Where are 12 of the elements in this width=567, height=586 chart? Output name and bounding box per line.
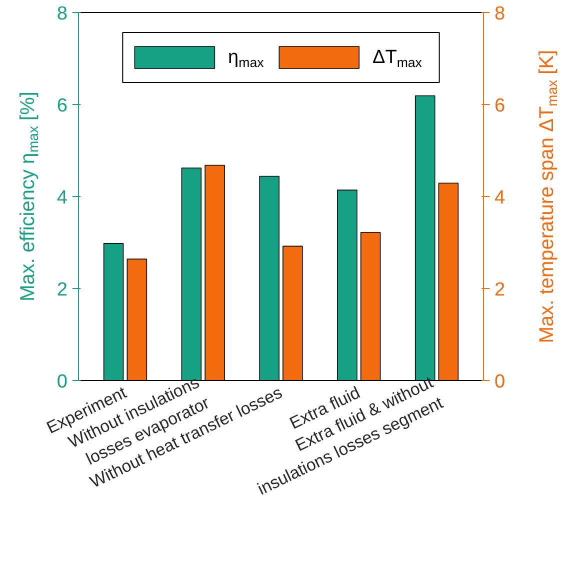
y-tick-label: 6 bbox=[56, 96, 68, 116]
y2-tick-label: 0 bbox=[494, 372, 506, 392]
y-tick-label: 0 bbox=[56, 372, 68, 392]
y-axis-title: Max. efficiency ηmax [%] bbox=[16, 92, 41, 302]
y-tick-label: 2 bbox=[56, 280, 68, 300]
y2-axis-title: Max. temperature span ΔTmax [K] bbox=[536, 50, 560, 344]
y-tick-label: 8 bbox=[56, 4, 68, 24]
y-tick-label: 4 bbox=[56, 188, 68, 208]
y2-tick-label: 2 bbox=[494, 280, 506, 300]
y2-tick-label: 8 bbox=[494, 4, 506, 24]
y2-tick-label: 4 bbox=[494, 188, 506, 208]
y2-tick-label: 6 bbox=[494, 96, 506, 116]
